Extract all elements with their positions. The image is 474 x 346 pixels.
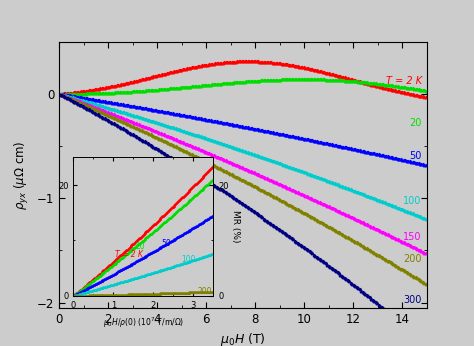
X-axis label: $\mu_0H/\rho(0)$ ($10^7$ T/m/$\Omega$): $\mu_0H/\rho(0)$ ($10^7$ T/m/$\Omega$) bbox=[103, 315, 184, 330]
Text: 20: 20 bbox=[410, 118, 422, 128]
Text: 50: 50 bbox=[161, 239, 171, 248]
X-axis label: $\mu_0H$ (T): $\mu_0H$ (T) bbox=[220, 331, 266, 346]
Text: 200: 200 bbox=[403, 254, 422, 264]
Text: T = 2 K: T = 2 K bbox=[115, 250, 144, 259]
Text: 100: 100 bbox=[403, 197, 422, 206]
Text: 20: 20 bbox=[136, 242, 145, 251]
Y-axis label: $\rho_{yx}$ ($\mu\Omega$ cm): $\rho_{yx}$ ($\mu\Omega$ cm) bbox=[13, 140, 31, 210]
Text: 100: 100 bbox=[182, 255, 196, 264]
Text: 50: 50 bbox=[410, 152, 422, 162]
Y-axis label: MR (%): MR (%) bbox=[231, 210, 240, 243]
Text: 150: 150 bbox=[403, 232, 422, 242]
Text: 200: 200 bbox=[197, 287, 212, 296]
Text: T = 2 K: T = 2 K bbox=[385, 76, 422, 86]
Text: 300: 300 bbox=[403, 294, 422, 304]
